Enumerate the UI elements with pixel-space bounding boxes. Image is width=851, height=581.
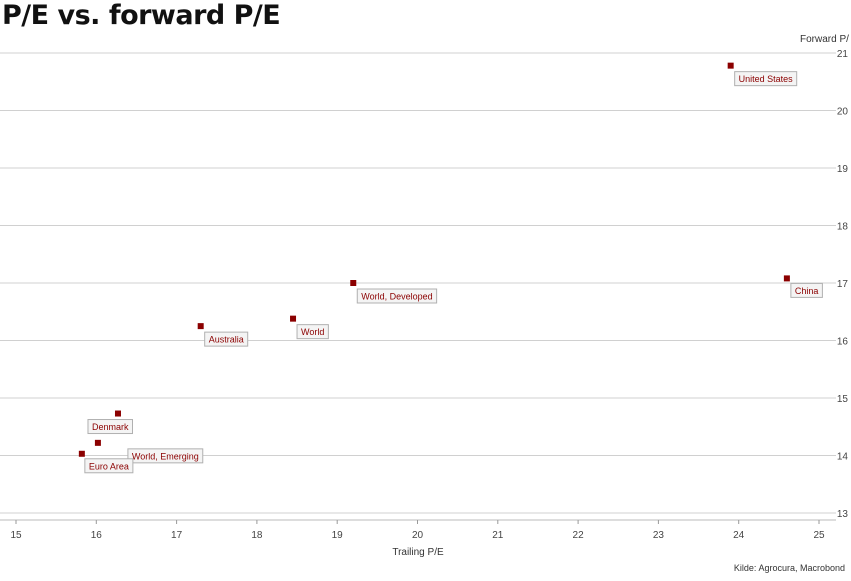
y-tick-label-16: 16: [837, 337, 849, 348]
label-text-china: China: [795, 286, 819, 296]
label-denmark: Denmark: [87, 419, 133, 435]
label-box-australia: [204, 331, 249, 347]
y-axis-label: Forward P/: [800, 34, 849, 45]
label-text-united-states: United States: [739, 74, 794, 84]
label-box-world-emerging: [127, 448, 204, 464]
x-tick-label-25: 25: [813, 530, 825, 541]
label-box-united-states: [734, 71, 798, 87]
point-world-emerging: [94, 439, 101, 446]
x-tick-label-23: 23: [653, 530, 665, 541]
y-tick-label-18: 18: [837, 222, 849, 233]
label-text-world-developed: World, Developed: [361, 292, 432, 302]
label-world: World: [296, 324, 329, 340]
label-text-denmark: Denmark: [92, 422, 129, 432]
y-tick-label-21: 21: [837, 49, 849, 60]
x-tick-label-18: 18: [251, 530, 263, 541]
point-australia: [197, 323, 204, 330]
point-world-developed: [350, 280, 357, 286]
label-united-states: United States: [734, 71, 798, 87]
label-china: China: [790, 282, 823, 298]
label-world-developed: World, Developed: [356, 288, 438, 304]
label-text-euro-area: Euro Area: [89, 461, 129, 471]
label-text-world: World: [301, 327, 324, 337]
y-tick-label-19: 19: [837, 164, 849, 175]
y-tick-label-13: 13: [837, 509, 849, 520]
gridlines: [0, 52, 836, 514]
label-box-china: [790, 282, 823, 298]
label-world-emerging: World, Emerging: [127, 448, 204, 464]
label-box-euro-area: [84, 458, 134, 474]
x-tick-label-15: 15: [10, 530, 22, 541]
source-note: Kilde: Agrocura, Macrobond: [733, 563, 845, 573]
label-box-world-developed: [356, 288, 438, 304]
point-china: [783, 275, 790, 282]
x-tick-label-21: 21: [492, 530, 504, 541]
point-united-states: [727, 62, 734, 69]
chart-title: P/E vs. forward P/E: [2, 0, 281, 31]
y-tick-label-17: 17: [837, 279, 849, 290]
x-tick-label-24: 24: [733, 530, 745, 541]
label-australia: Australia: [204, 331, 249, 347]
label-euro-area: Euro Area: [84, 458, 134, 474]
data-points: [78, 62, 790, 457]
label-text-world-emerging: World, Emerging: [132, 451, 199, 461]
x-tick-label-22: 22: [573, 530, 585, 541]
point-labels: United States China World, Developed World A…: [84, 71, 823, 474]
y-tick-label-15: 15: [837, 394, 849, 405]
label-box-world: [296, 324, 329, 340]
x-tick-label-16: 16: [91, 530, 103, 541]
label-text-australia: Australia: [209, 335, 244, 345]
x-tick-label-19: 19: [332, 530, 344, 541]
x-axis-label: Trailing P/E: [392, 547, 444, 558]
axes: 13 14 15 16 17 18 19 20 21 15 16 17 18 19 20 21 22 23 24 25: [0, 49, 848, 541]
label-box-denmark: [87, 419, 133, 435]
y-tick-label-14: 14: [837, 452, 849, 463]
point-euro-area: [78, 450, 85, 457]
x-tick-label-20: 20: [412, 530, 424, 541]
point-denmark: [114, 410, 121, 417]
y-tick-label-20: 20: [837, 107, 849, 118]
point-world: [290, 315, 297, 322]
x-tick-label-17: 17: [171, 530, 183, 541]
